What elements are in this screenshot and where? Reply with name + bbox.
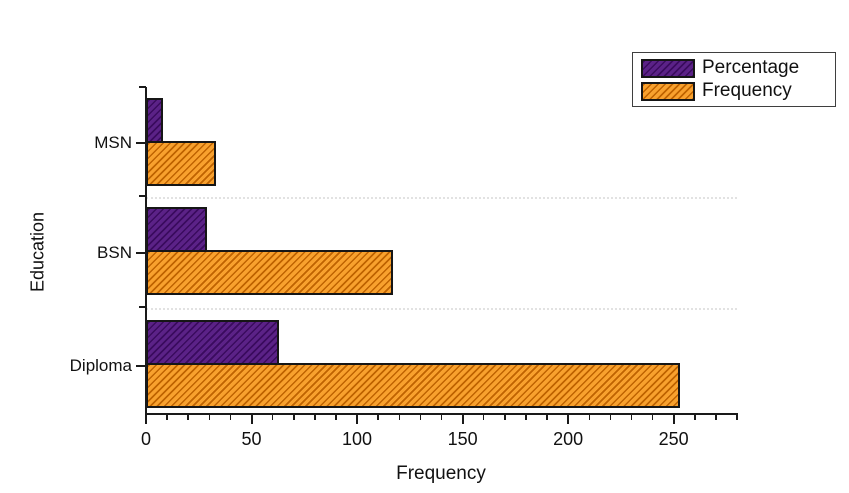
bar-frequency-bsn [146,250,393,295]
x-minor-tick [271,415,274,420]
x-minor-tick [694,415,696,420]
y-axis-line [145,87,147,415]
legend-swatch-percentage [641,58,695,78]
category-separator-gridline [146,308,737,310]
x-major-tick [567,415,570,424]
x-tick-label: 150 [447,429,478,449]
x-tick-label: 250 [658,429,689,449]
x-minor-tick [229,415,232,420]
bar-frequency-msn [146,141,216,186]
x-minor-tick [440,415,443,420]
category-separator-gridline [146,197,737,199]
bar-frequency-diploma [146,363,680,408]
x-minor-tick [398,415,401,420]
legend-entry-frequency: Frequency [641,81,828,101]
x-tick-label: 0 [140,429,151,449]
y-axis-title: Education [27,211,48,293]
x-minor-tick [546,415,548,420]
x-major-tick [250,415,253,424]
x-minor-tick [630,415,633,420]
x-minor-tick [377,415,379,420]
category-label-msn: MSN [94,133,132,152]
x-minor-tick [293,415,295,420]
x-minor-tick [166,415,168,420]
x-minor-tick [187,415,189,420]
x-minor-tick [335,415,337,420]
x-minor-tick [609,415,612,420]
x-major-tick [461,415,464,424]
x-tick-label: 200 [553,429,584,449]
bar-percentage-diploma [146,320,279,365]
legend-label-percentage: Percentage [702,57,800,78]
legend-swatch-frequency [641,81,695,101]
plot-area [146,88,737,414]
bar-percentage-bsn [146,207,208,252]
x-tick-label: 50 [241,429,262,449]
x-minor-tick [482,415,485,420]
x-minor-tick [525,415,527,420]
x-major-tick [145,415,147,424]
x-minor-tick [419,415,422,420]
x-major-tick [356,415,359,424]
x-minor-tick [314,415,316,420]
x-minor-tick [588,415,590,420]
category-label-bsn: BSN [97,243,132,262]
x-minor-tick [208,415,211,420]
legend-label-frequency: Frequency [702,80,792,101]
x-axis-line [145,413,738,415]
legend-entry-percentage: Percentage [641,58,828,78]
x-axis-ticks: 0 50 100 150 200 250 [141,415,738,457]
x-major-tick [672,415,675,424]
x-minor-tick [651,415,654,420]
x-minor-tick [715,415,717,420]
x-minor-tick [504,415,506,420]
x-minor-tick [736,415,738,420]
x-tick-label: 100 [342,429,373,449]
x-axis-title: Frequency [396,463,486,484]
bar-percentage-msn [146,98,163,143]
category-label-diploma: Diploma [69,356,132,375]
legend: Percentage Frequency [632,52,836,107]
